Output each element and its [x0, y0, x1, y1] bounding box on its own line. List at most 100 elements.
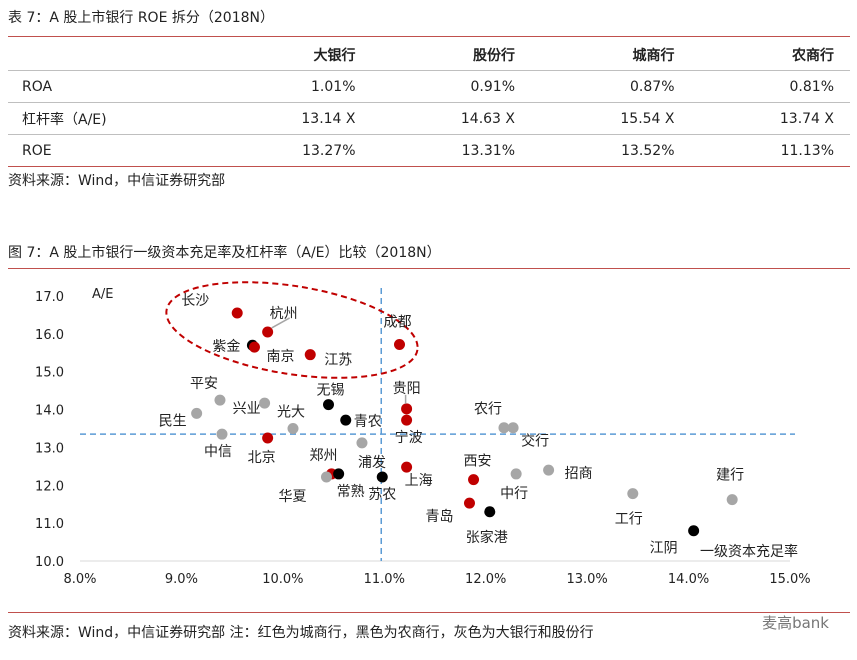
point-label: 紫金: [212, 339, 240, 355]
point-label: 宁波: [395, 429, 423, 446]
point-label: 光大: [277, 405, 305, 421]
y-tick-label: 14.0: [35, 404, 64, 419]
point-label: 平安: [190, 376, 218, 392]
data-point: [627, 488, 639, 500]
point-label: 成都: [384, 314, 412, 330]
x-tick-label: 14.0%: [668, 572, 709, 587]
x-tick-label: 8.0%: [63, 572, 96, 587]
data-point: [468, 474, 480, 486]
reference-lines: [80, 288, 795, 561]
leader-line: [271, 317, 291, 329]
point-label: 郑州: [310, 448, 338, 464]
data-point: [510, 468, 522, 480]
point-label: 贵阳: [393, 381, 421, 397]
data-point: [394, 338, 405, 350]
figure-title: 图 7：A 股上市银行一级资本充足率及杠杆率（A/E）比较（2018N）: [8, 245, 441, 261]
data-point: [401, 403, 413, 415]
data-point: [231, 307, 243, 319]
point-label: 江阴: [650, 541, 678, 557]
x-tick-label: 13.0%: [566, 572, 607, 587]
table-cell: 0.87%: [531, 70, 691, 103]
point-label: 浦发: [358, 455, 386, 471]
table-top-rule: [8, 36, 850, 37]
data-point: [259, 397, 271, 409]
point-label: 青岛: [425, 509, 453, 525]
point-label: 青农: [354, 414, 382, 430]
data-point: [262, 432, 274, 444]
data-point: [333, 468, 345, 480]
table-header-cell: 股份行: [473, 48, 515, 64]
data-point: [543, 464, 555, 476]
row-label: 杠杆率（A/E): [8, 102, 212, 135]
data-point: [340, 414, 352, 426]
x-tick-label: 9.0%: [165, 572, 198, 587]
table-cell: 13.27%: [212, 134, 372, 167]
x-tick-label: 15.0%: [769, 572, 810, 587]
data-point: [401, 414, 413, 426]
point-label: 民生: [159, 413, 187, 429]
data-point: [498, 422, 510, 434]
x-axis-label: 一级资本充足率: [700, 543, 798, 560]
data-point: [323, 399, 334, 411]
y-tick-label: 11.0: [35, 517, 64, 532]
y-tick-label: 10.0: [35, 555, 64, 570]
table-cell: 0.91%: [371, 70, 531, 103]
point-label: 苏农: [368, 487, 396, 503]
data-point: [376, 471, 388, 483]
table-header-cell: 农商行: [792, 48, 834, 64]
table-header-cell: 城商行: [632, 48, 675, 64]
table-row: ROA 1.01% 0.91% 0.87% 0.81%: [8, 70, 850, 103]
x-tick-label: 10.0%: [262, 572, 303, 587]
table-title: 表 7：A 股上市银行 ROE 拆分（2018N）: [8, 10, 274, 26]
data-point: [484, 506, 496, 518]
x-tick-label: 11.0%: [364, 572, 405, 587]
row-label: ROA: [8, 70, 212, 103]
highlight-ellipse: [165, 281, 419, 379]
point-label: 中信: [204, 444, 232, 460]
point-label: 兴业: [233, 401, 261, 417]
point-label: 建行: [716, 468, 744, 484]
point-label: 南京: [266, 349, 294, 365]
point-label: 中行: [500, 486, 528, 502]
data-points: [191, 307, 738, 537]
data-point: [356, 437, 368, 449]
point-label: 农行: [474, 402, 502, 418]
table-cell: 0.81%: [690, 70, 850, 103]
data-point: [688, 525, 700, 537]
table-row: 杠杆率（A/E) 13.14 X 14.63 X 15.54 X 13.74 X: [8, 102, 850, 135]
table-header-row: 大银行 股份行 城商行 农商行: [8, 40, 850, 71]
point-label: 工行: [615, 512, 643, 528]
point-label: 交行: [521, 433, 549, 450]
y-tick-label: 17.0: [35, 290, 64, 305]
point-label: 无锡: [317, 383, 345, 399]
data-point: [287, 423, 299, 434]
figure-source-note: 资料来源：Wind，中信证券研究部 注：红色为城商行，黑色为农商行，灰色为大银行…: [8, 625, 594, 641]
point-label: 张家港: [466, 529, 508, 546]
data-point: [401, 461, 413, 473]
figure-bottom-rule: [8, 612, 850, 613]
table-cell: 14.63 X: [371, 102, 531, 135]
data-point: [191, 407, 203, 419]
table-cell: 13.31%: [371, 134, 531, 167]
roe-breakdown-table: 大银行 股份行 城商行 农商行 ROA 1.01% 0.91% 0.87% 0.…: [8, 40, 850, 167]
x-tick-label: 12.0%: [465, 572, 506, 587]
data-point: [214, 394, 226, 406]
y-tick-label: 12.0: [35, 479, 64, 494]
point-label: 江苏: [324, 353, 352, 369]
point-label: 长沙: [181, 293, 209, 309]
data-point: [726, 494, 738, 506]
point-label: 华夏: [278, 489, 306, 505]
point-label: 招商: [565, 466, 593, 482]
table-cell: 13.74 X: [690, 102, 850, 135]
data-point: [320, 471, 332, 483]
point-label: 常熟: [337, 484, 365, 500]
y-tick-label: 15.0: [35, 366, 64, 381]
table-cell: 15.54 X: [531, 102, 691, 135]
data-point: [216, 428, 228, 440]
table-header-cell: 大银行: [313, 48, 356, 64]
table-cell: 13.14 X: [212, 102, 372, 135]
data-point: [262, 326, 274, 338]
data-point: [304, 349, 316, 361]
